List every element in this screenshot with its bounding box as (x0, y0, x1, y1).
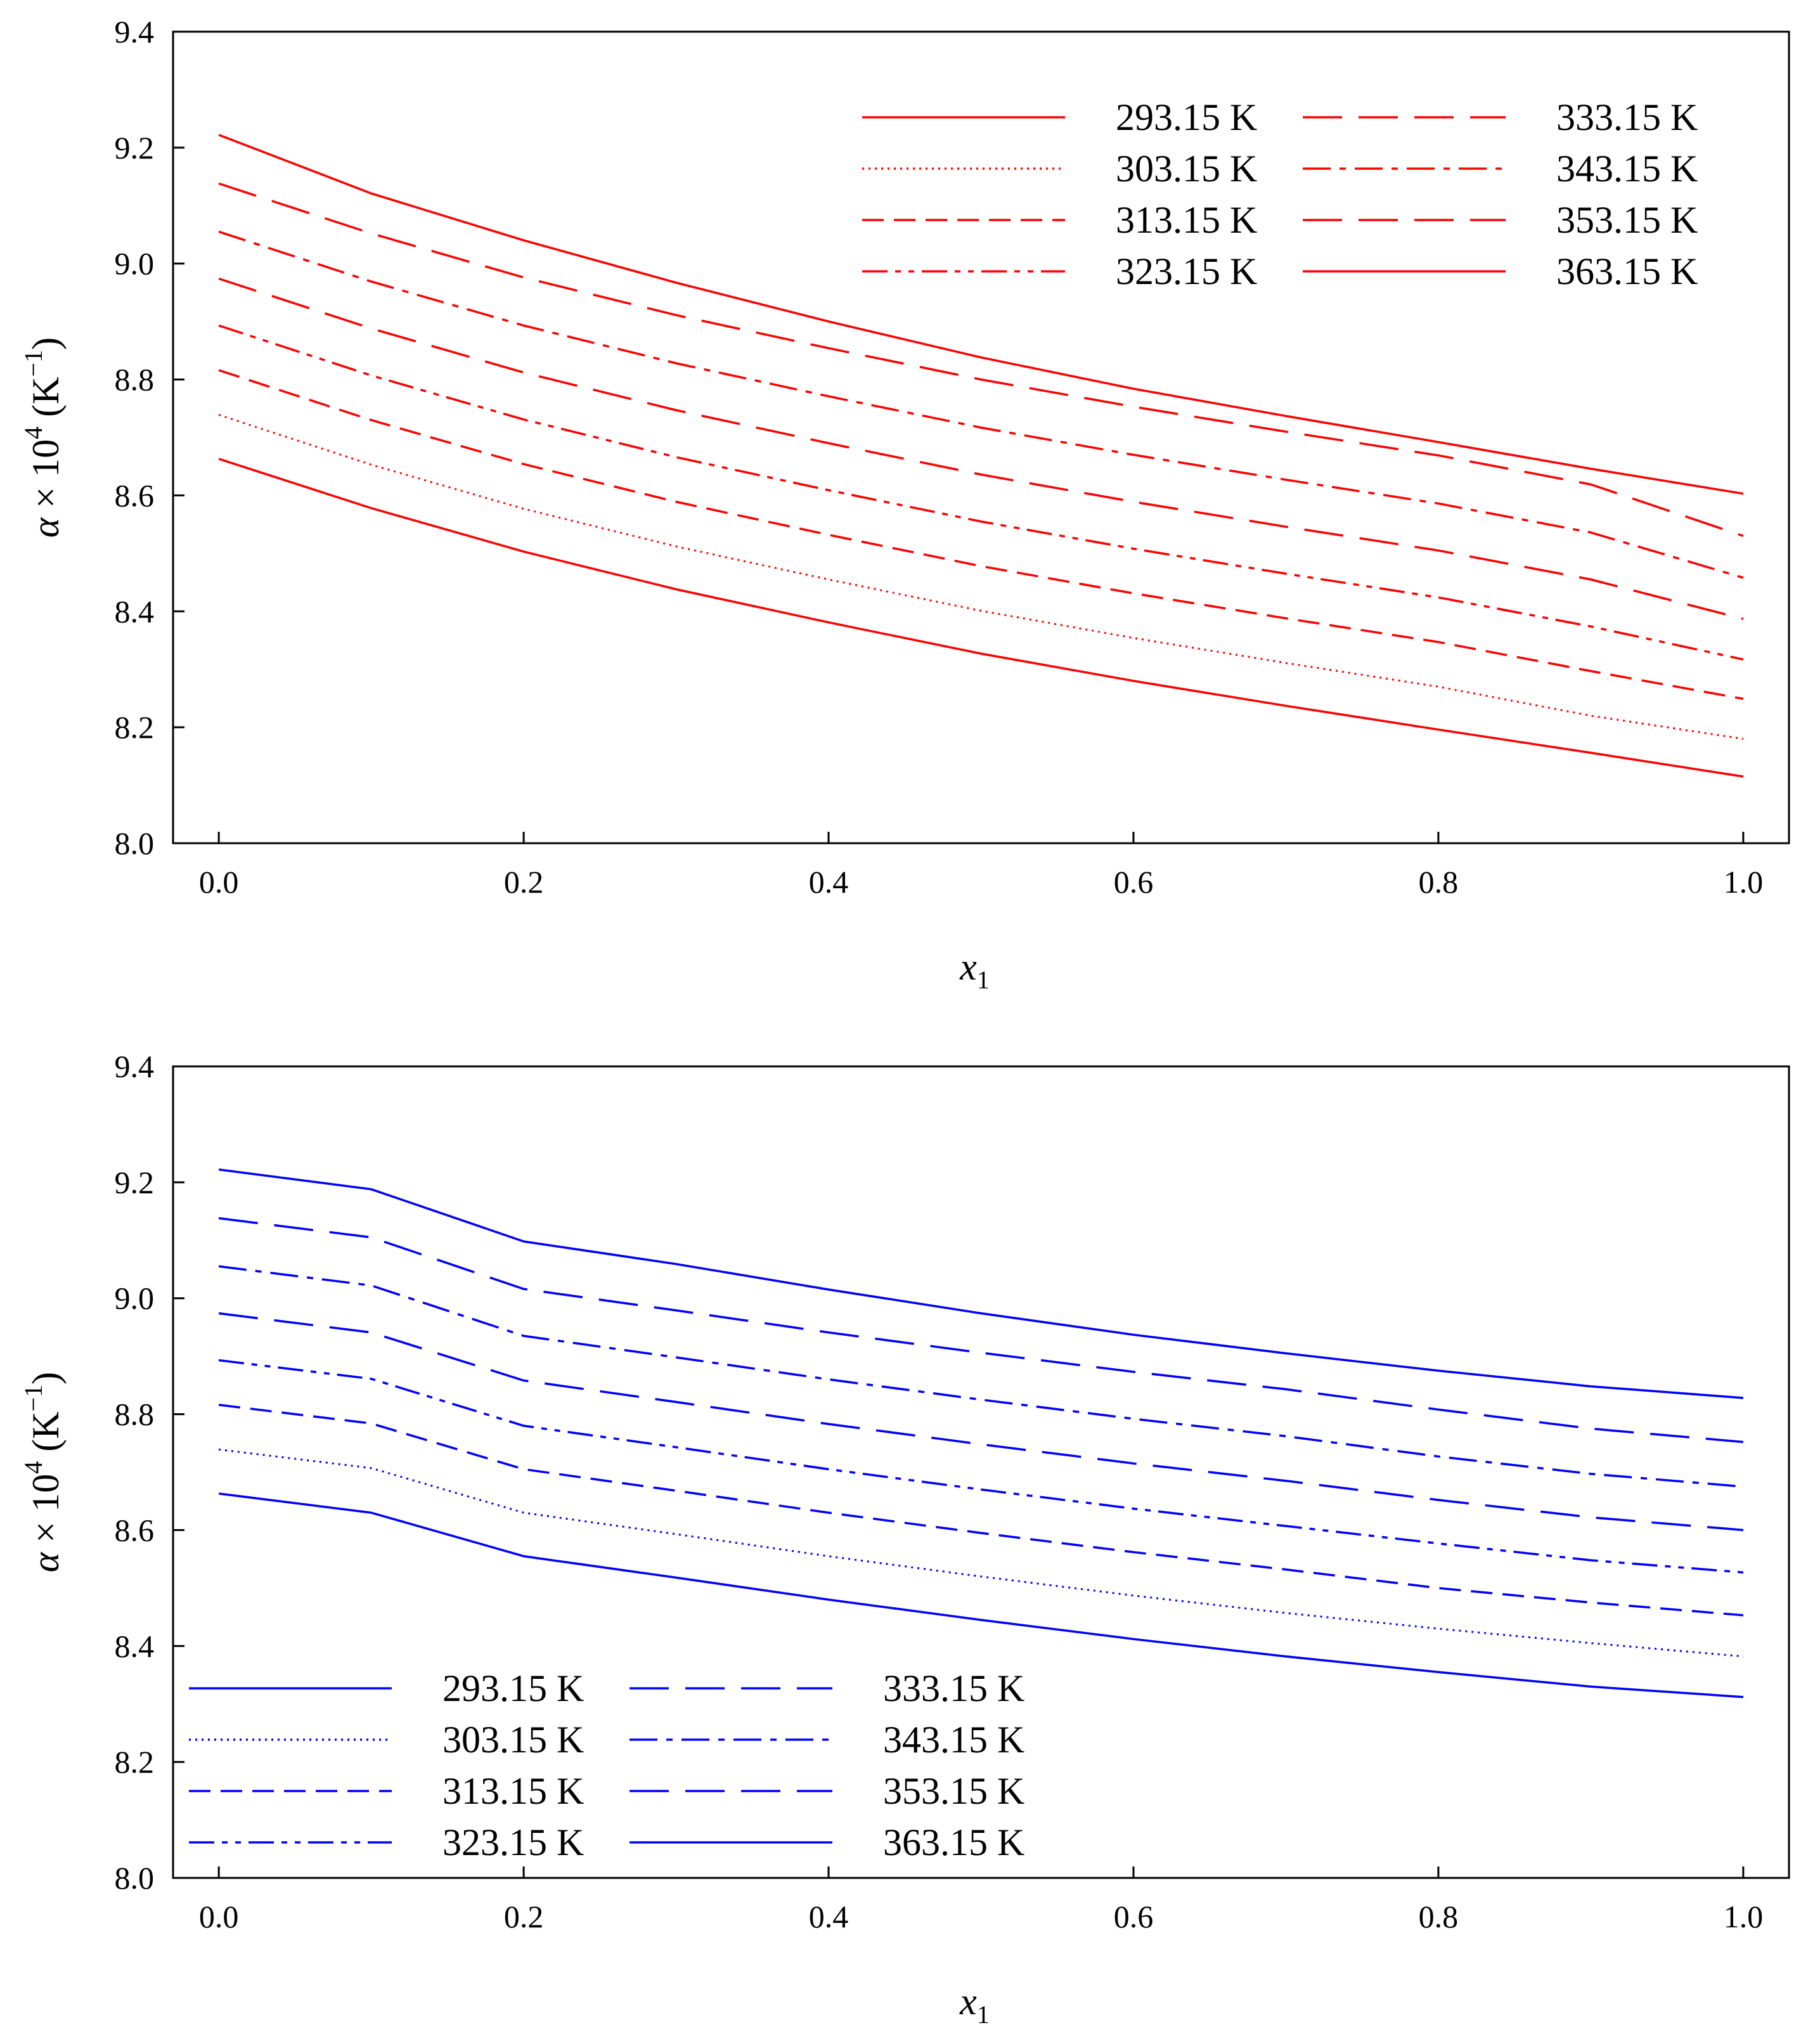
series-line-35315 (218, 182, 1744, 538)
series-line-29315 (218, 458, 1744, 778)
x-tick-label: 1.0 (1724, 1899, 1764, 1934)
series-line-33315 (218, 1312, 1744, 1532)
legend-label: 293.15 K (442, 1667, 584, 1709)
x-tick-label: 0.0 (199, 1899, 239, 1934)
y-tick-label: 9.0 (115, 246, 155, 281)
plot-frame (172, 1065, 1790, 1879)
y-tick-label: 8.0 (115, 1860, 155, 1896)
y-tick-label: 9.2 (115, 130, 155, 165)
series-line-32315 (218, 1359, 1744, 1574)
legend-label: 333.15 K (883, 1667, 1024, 1709)
legend-label: 293.15 K (1116, 96, 1257, 138)
chart-top: 0.0 0.2 0.4 0.6 0.8 1.0 8.0 8.2 8.4 8.6 8.8 9.0 9.2 9… (19, 14, 1790, 994)
x-tick-label: 0.6 (1114, 864, 1154, 900)
y-tick-label: 8.6 (115, 477, 155, 513)
x-tick-label: 0.2 (504, 1899, 544, 1934)
x-axis-title: x1 (959, 946, 990, 994)
legend-label: 353.15 K (883, 1770, 1024, 1812)
legend-label: 303.15 K (1116, 148, 1257, 190)
legend-label: 323.15 K (442, 1821, 584, 1863)
y-tick-label: 8.0 (115, 825, 155, 861)
x-tick-label: 0.2 (504, 864, 544, 900)
y-axis-title: α × 104 (K−1) (19, 337, 67, 538)
legend-label: 363.15 K (1556, 250, 1698, 292)
series-line-34315 (218, 1265, 1744, 1488)
y-tick-label: 8.6 (115, 1512, 155, 1548)
y-tick-label: 8.2 (115, 1744, 155, 1780)
legend-label: 343.15 K (1556, 148, 1698, 190)
x-tick-label: 1.0 (1724, 864, 1764, 900)
series-line-33315 (218, 277, 1744, 620)
y-tick-label: 9.0 (115, 1281, 155, 1316)
series-line-36315 (218, 134, 1744, 495)
x-tick-label: 0.4 (809, 1899, 849, 1934)
y-tick-label: 8.8 (115, 362, 155, 398)
series-line-34315 (218, 230, 1744, 579)
series-line-31315 (218, 1404, 1744, 1617)
series-line-31315 (218, 369, 1744, 701)
legend-label: 343.15 K (883, 1719, 1024, 1761)
x-tick-label: 0.4 (809, 864, 849, 900)
x-axis-title: x1 (959, 1981, 990, 2029)
x-tick-label: 0.8 (1419, 864, 1459, 900)
x-tick-label: 0.8 (1419, 1899, 1459, 1934)
legend-label: 333.15 K (1556, 96, 1698, 138)
y-tick-label: 8.8 (115, 1397, 155, 1432)
legend-label: 353.15 K (1556, 199, 1698, 241)
series-line-36315 (218, 1168, 1744, 1399)
series-line-30315 (218, 1448, 1744, 1658)
y-axis-title: α × 104 (K−1) (19, 1372, 67, 1572)
legend-label: 313.15 K (1116, 199, 1257, 241)
legend-label: 313.15 K (442, 1770, 584, 1812)
series-line-29315 (218, 1492, 1744, 1698)
plot-frame (172, 30, 1790, 844)
y-tick-label: 9.2 (115, 1165, 155, 1200)
chart-bottom: 0.0 0.2 0.4 0.6 0.8 1.0 8.0 8.2 8.4 8.6 8.8 9.0 9.2 9… (19, 1049, 1790, 2029)
x-tick-label: 0.0 (199, 864, 239, 900)
y-tick-label: 9.4 (115, 1049, 155, 1084)
series-line-35315 (218, 1217, 1744, 1444)
series-line-32315 (218, 324, 1744, 661)
legend-label: 363.15 K (883, 1821, 1024, 1863)
y-tick-label: 9.4 (115, 14, 155, 49)
y-tick-label: 8.4 (115, 1628, 155, 1664)
legend: 293.15 K 303.15 K 313.15 K 323.15 K 333.15 K… (189, 1667, 1024, 1863)
y-tick-label: 8.4 (115, 593, 155, 629)
legend: 293.15 K 303.15 K 313.15 K 323.15 K 333.15 K… (862, 96, 1698, 292)
series-line-30315 (218, 413, 1744, 740)
legend-label: 303.15 K (442, 1719, 584, 1761)
y-tick-label: 8.2 (115, 709, 155, 745)
legend-label: 323.15 K (1116, 250, 1257, 292)
x-tick-label: 0.6 (1114, 1899, 1154, 1934)
